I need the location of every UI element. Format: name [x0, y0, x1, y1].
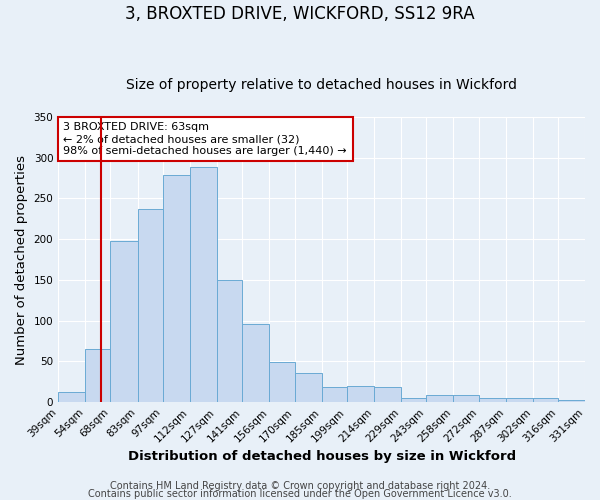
Text: 3 BROXTED DRIVE: 63sqm
← 2% of detached houses are smaller (32)
98% of semi-deta: 3 BROXTED DRIVE: 63sqm ← 2% of detached … — [64, 122, 347, 156]
Bar — [137, 209, 163, 402]
Bar — [58, 392, 85, 402]
Bar — [533, 398, 558, 402]
Bar — [374, 386, 401, 402]
Bar — [426, 395, 453, 402]
Bar — [322, 386, 347, 402]
Text: Contains public sector information licensed under the Open Government Licence v3: Contains public sector information licen… — [88, 489, 512, 499]
Bar — [110, 240, 137, 402]
Bar — [85, 349, 110, 402]
Bar — [453, 395, 479, 402]
Text: 3, BROXTED DRIVE, WICKFORD, SS12 9RA: 3, BROXTED DRIVE, WICKFORD, SS12 9RA — [125, 5, 475, 23]
Bar — [269, 362, 295, 402]
Bar — [190, 166, 217, 402]
Bar — [242, 324, 269, 402]
Title: Size of property relative to detached houses in Wickford: Size of property relative to detached ho… — [126, 78, 517, 92]
Bar — [401, 398, 426, 402]
Bar — [163, 176, 190, 402]
X-axis label: Distribution of detached houses by size in Wickford: Distribution of detached houses by size … — [128, 450, 515, 462]
Y-axis label: Number of detached properties: Number of detached properties — [15, 154, 28, 364]
Bar — [217, 280, 242, 402]
Bar — [558, 400, 585, 402]
Bar — [479, 398, 506, 402]
Bar — [347, 386, 374, 402]
Bar — [506, 398, 533, 402]
Bar — [295, 373, 322, 402]
Text: Contains HM Land Registry data © Crown copyright and database right 2024.: Contains HM Land Registry data © Crown c… — [110, 481, 490, 491]
